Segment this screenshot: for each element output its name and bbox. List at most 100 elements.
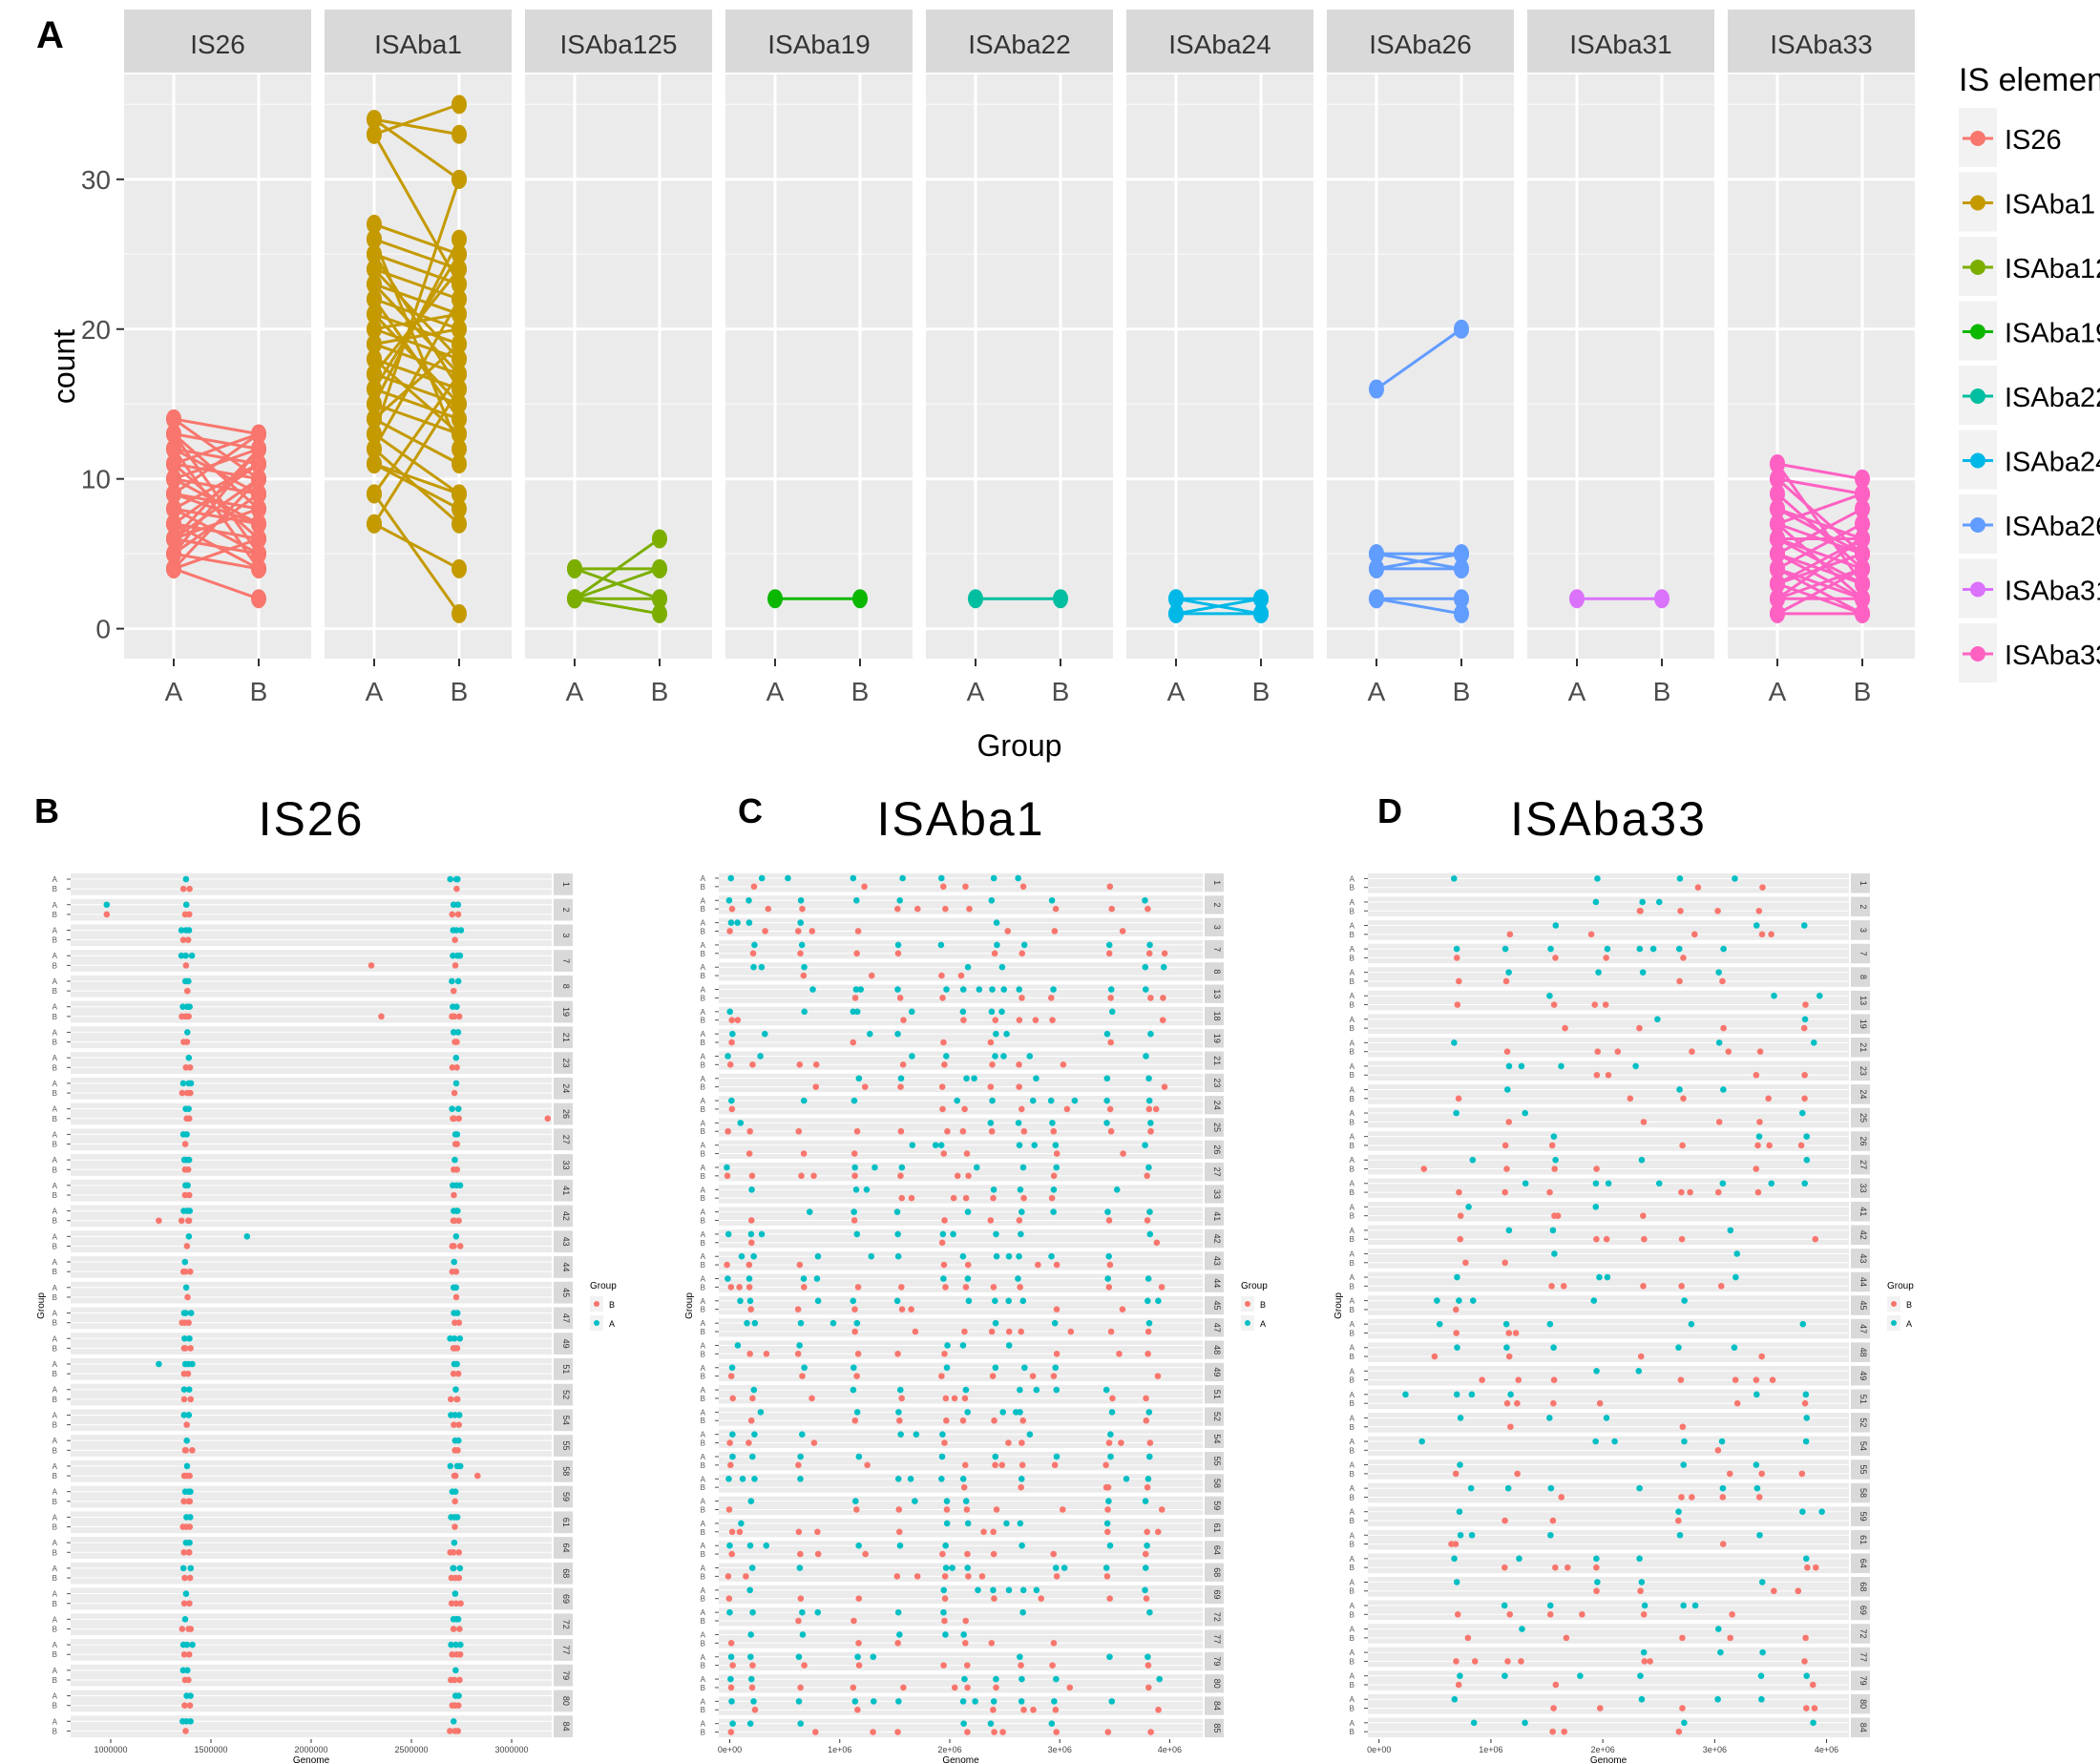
row-label-b: B xyxy=(701,1528,705,1537)
insertion-point-B xyxy=(938,972,945,979)
strain-panel xyxy=(71,873,552,895)
insertion-point-A xyxy=(1033,1075,1040,1082)
insertion-point-B xyxy=(1812,1235,1819,1243)
insertion-point-A xyxy=(893,1297,901,1305)
insertion-point-B xyxy=(1052,905,1060,913)
row-label-a: A xyxy=(701,1608,706,1617)
insertion-point-B xyxy=(850,1217,858,1224)
row-label-a: A xyxy=(52,1232,58,1241)
insertion-point-B xyxy=(1505,1353,1513,1360)
insertion-point-A xyxy=(724,1275,731,1282)
insertion-point-B xyxy=(1047,995,1055,1001)
point-B-ISAba1 xyxy=(452,409,467,429)
insertion-point-A xyxy=(944,1342,951,1349)
strain-strip xyxy=(554,1562,573,1585)
strain-panel xyxy=(1368,1389,1849,1410)
insertion-point-A xyxy=(1681,1438,1688,1445)
pair-line-ISAba1 xyxy=(373,327,460,346)
insertion-point-A xyxy=(1468,1531,1476,1539)
insertion-point-A xyxy=(454,1105,462,1112)
row-label-b: B xyxy=(52,961,57,970)
insertion-point-A xyxy=(456,1564,464,1572)
point-B-ISAba1 xyxy=(452,244,467,264)
insertion-point-A xyxy=(1016,986,1023,993)
insertion-point-B xyxy=(1016,1017,1023,1023)
insertion-point-B xyxy=(453,1064,460,1071)
insertion-point-B xyxy=(1675,1728,1683,1735)
insertion-point-A xyxy=(1639,969,1647,976)
strain-strip xyxy=(1205,1541,1224,1560)
insertion-point-A xyxy=(992,1053,998,1060)
insertion-point-A xyxy=(186,1514,194,1521)
insertion-point-A xyxy=(450,1564,457,1572)
row-label-b: B xyxy=(1350,1470,1354,1479)
strain-strip xyxy=(1205,939,1224,959)
row-label-a: A xyxy=(701,1586,706,1595)
row-label-a: A xyxy=(52,1692,58,1701)
row-label-a: A xyxy=(1350,1461,1355,1470)
insertion-point-B xyxy=(1753,1071,1760,1079)
row-label-a: A xyxy=(1350,1484,1355,1493)
row-label-a: A xyxy=(52,1130,58,1139)
insertion-point-A xyxy=(1105,1498,1112,1504)
insertion-point-A xyxy=(1546,1602,1554,1609)
strain-strip xyxy=(1205,1251,1224,1270)
insertion-point-B xyxy=(185,1217,193,1225)
insertion-point-B xyxy=(1004,928,1012,934)
insertion-point-A xyxy=(850,1386,857,1394)
insertion-point-A xyxy=(896,897,904,904)
row-label-b: B xyxy=(52,1217,57,1226)
insertion-point-A xyxy=(737,1297,744,1305)
insertion-point-A xyxy=(737,1120,745,1126)
point-A-ISAba1 xyxy=(367,274,382,294)
insertion-point-B xyxy=(1453,1658,1460,1665)
insertion-point-B xyxy=(1754,1142,1761,1149)
row-label-b: B xyxy=(701,972,705,980)
insertion-point-A xyxy=(454,977,462,985)
row-label-b: B xyxy=(1350,977,1354,986)
facet-panel xyxy=(1728,74,1915,659)
insertion-point-A xyxy=(894,941,902,949)
insertion-point-B xyxy=(894,1351,901,1357)
insertion-point-B xyxy=(1105,1439,1113,1446)
row-label-a: A xyxy=(52,875,58,884)
insertion-point-B xyxy=(1143,1595,1150,1602)
insertion-point-B xyxy=(965,1573,972,1580)
insertion-point-B xyxy=(959,1417,967,1424)
insertion-point-A xyxy=(993,1252,1000,1260)
insertion-point-outlier xyxy=(368,962,375,969)
strain-panel xyxy=(1368,1647,1849,1668)
point-B-ISAba125 xyxy=(652,558,667,578)
strain-panel xyxy=(1368,1131,1849,1151)
strain-panel xyxy=(719,1429,1203,1448)
insertion-point-B xyxy=(1593,1564,1600,1571)
insertion-point-B xyxy=(186,885,193,892)
insertion-point-B xyxy=(452,936,458,943)
insertion-point-A xyxy=(814,1252,822,1260)
insertion-point-A xyxy=(1649,945,1657,953)
insertion-point-B xyxy=(852,1506,860,1513)
insertion-point-A xyxy=(964,1409,972,1416)
insertion-point-B xyxy=(457,1600,464,1607)
insertion-point-A xyxy=(189,1360,196,1368)
strain-id: 44 xyxy=(1858,1277,1868,1287)
pair-line-ISAba1 xyxy=(372,388,461,525)
insertion-point-B xyxy=(1053,1573,1060,1580)
legend-label: B xyxy=(1260,1300,1266,1310)
x-axis-label: Group xyxy=(977,728,1062,763)
row-label-a: A xyxy=(701,1319,706,1328)
insertion-point-B xyxy=(964,1729,971,1735)
strain-id: 33 xyxy=(561,1160,571,1169)
row-label-b: B xyxy=(52,1574,57,1583)
facet-strip xyxy=(725,10,913,73)
row-label-a: A xyxy=(701,1119,706,1127)
strain-id: 52 xyxy=(1212,1412,1222,1421)
insertion-point-B xyxy=(452,1523,458,1530)
insertion-point-B xyxy=(451,1089,458,1097)
legend-label: ISAba1 xyxy=(2005,190,2095,220)
point-A-ISAba1 xyxy=(367,304,382,325)
insertion-point-A xyxy=(1053,1386,1060,1394)
strain-id: 80 xyxy=(1858,1699,1868,1709)
insertion-point-B xyxy=(186,1574,194,1582)
insertion-point-B xyxy=(1798,1470,1806,1478)
